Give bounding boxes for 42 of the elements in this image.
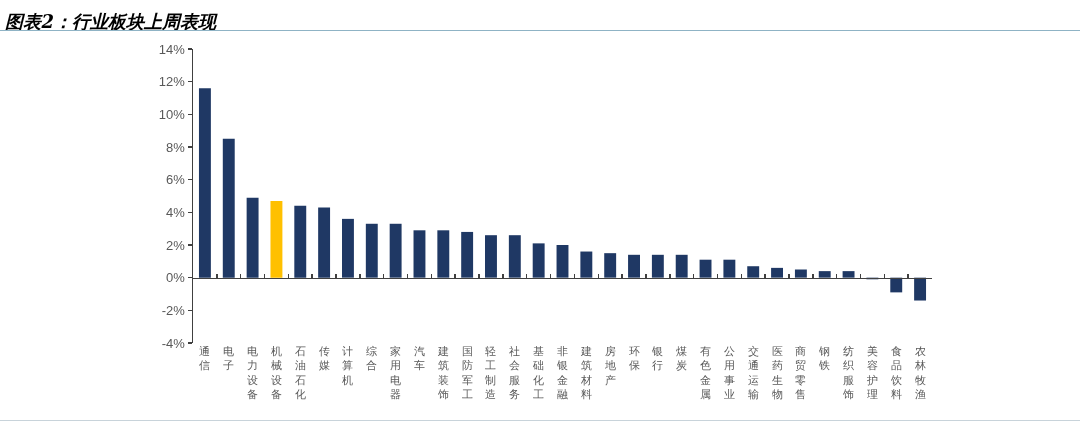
x-tick-label: 房地产 xyxy=(603,345,616,387)
y-tick-label: 14% xyxy=(158,41,186,57)
x-tick-label: 公用事业 xyxy=(723,345,735,401)
y-tick-label: 10% xyxy=(158,106,186,122)
x-tick-label: 通信 xyxy=(199,345,211,373)
x-tick-label: 计算机 xyxy=(342,345,354,387)
x-tick-label: 美容护理 xyxy=(865,345,878,401)
x-tick-label: 电力设备 xyxy=(247,345,259,401)
x-tick-label: 交通运输 xyxy=(747,345,759,401)
x-tick-label: 建筑装饰 xyxy=(436,345,449,401)
x-tick-label: 非银金融 xyxy=(556,345,568,401)
x-tick-label: 煤炭 xyxy=(676,345,688,373)
y-tick-label: 12% xyxy=(158,74,186,90)
x-tick-label: 轻工制造 xyxy=(485,345,497,401)
x-tick-label: 商贸零售 xyxy=(795,345,807,401)
x-tick-label: 医药生物 xyxy=(771,345,783,401)
x-tick-label: 国防军工 xyxy=(461,345,473,401)
x-tick-label: 汽车 xyxy=(413,345,425,373)
y-tick-label: 2% xyxy=(166,237,186,253)
x-tick-label: 传媒 xyxy=(318,345,330,373)
y-tick-label: -2% xyxy=(161,302,186,318)
y-tick-label: 4% xyxy=(166,204,186,220)
x-tick-label: 食品饮料 xyxy=(889,345,902,401)
x-tick-label: 社会服务 xyxy=(509,345,521,401)
x-tick-label: 机械设备 xyxy=(270,345,282,401)
x-tick-label: 石油石化 xyxy=(294,345,306,401)
x-tick-label: 纺织服饰 xyxy=(842,345,855,401)
chart-title: 图表2：行业板块上周表现 xyxy=(5,11,218,33)
x-tick-label: 电子 xyxy=(223,345,235,373)
x-tick-label: 环保 xyxy=(628,345,640,373)
x-tick-label: 钢铁 xyxy=(818,345,831,373)
y-tick-label: 0% xyxy=(166,270,186,286)
x-tick-label: 有色金属 xyxy=(700,345,712,401)
x-tick-label: 农林牧渔 xyxy=(913,345,926,401)
x-tick-label: 基础化工 xyxy=(532,345,545,401)
x-tick-label: 综合 xyxy=(366,345,378,373)
x-tick-label: 家用电器 xyxy=(390,345,402,401)
y-tick-label: 6% xyxy=(166,172,186,188)
x-tick-label: 银行 xyxy=(651,345,664,373)
y-tick-label: -4% xyxy=(161,335,186,351)
x-tick-label: 建筑材料 xyxy=(579,345,592,401)
y-tick-label: 8% xyxy=(166,139,186,155)
